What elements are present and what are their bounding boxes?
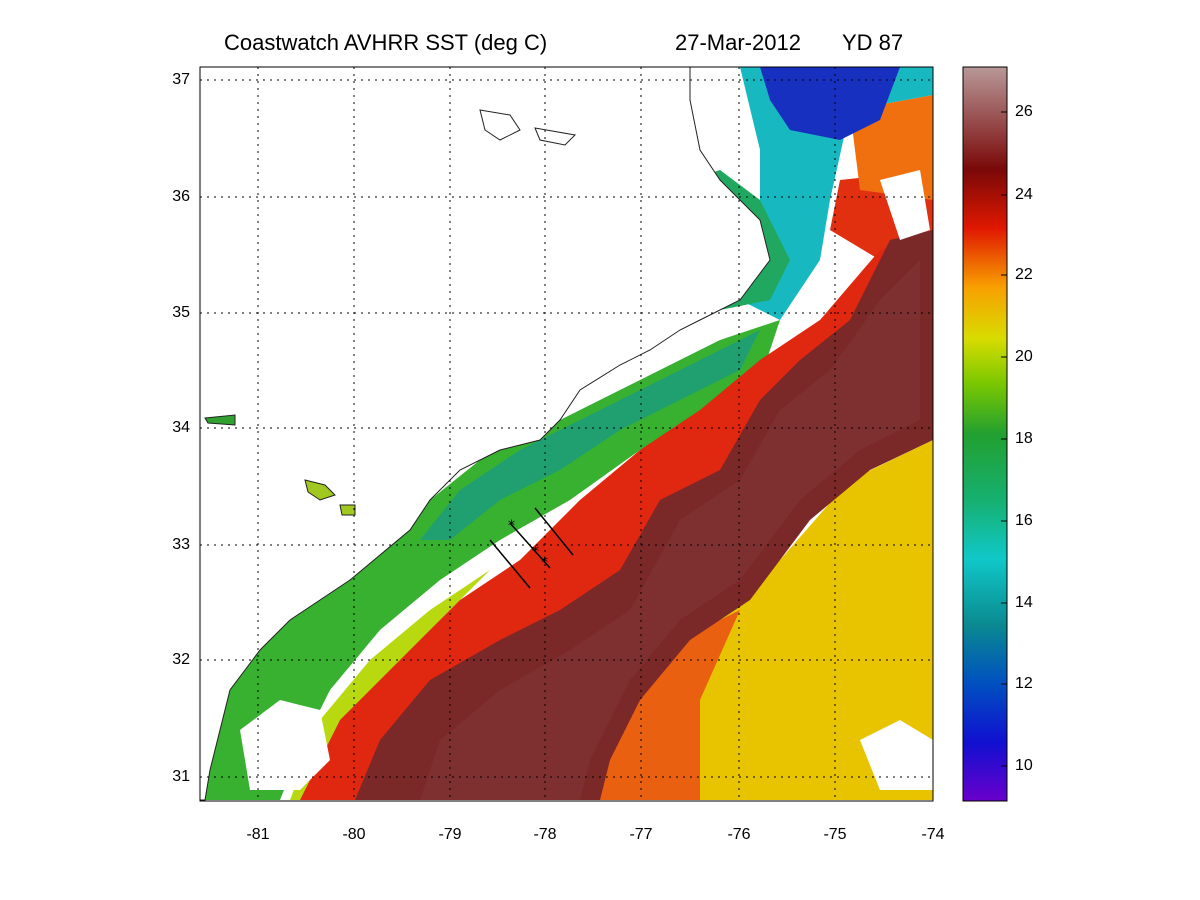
colorbar-label-26: 26: [1015, 103, 1033, 120]
station-marker-1: *: [508, 518, 515, 534]
station-marker-2: *: [532, 544, 539, 560]
colorbar-label-12: 12: [1015, 675, 1033, 692]
lat-tick-31: 31: [172, 768, 190, 785]
map-yearday: YD 87: [842, 30, 904, 55]
lat-tick-36: 36: [172, 188, 190, 205]
lake-b: [339, 504, 356, 516]
lon-tick-78: -78: [533, 826, 557, 843]
lat-tick-34: 34: [172, 419, 190, 436]
colorbar-ticks: [1001, 111, 1007, 767]
lon-tick-75: -75: [823, 826, 847, 843]
gulf-stream-front: [300, 230, 933, 800]
estuary-b: [534, 127, 577, 146]
coldest-water: [760, 67, 900, 140]
lake-a: [304, 479, 336, 501]
map-frame: [199, 66, 934, 802]
transect-lines: [489, 507, 574, 589]
gulf-stream-core: [355, 230, 933, 800]
colorbar-label-18: 18: [1015, 430, 1033, 447]
transect-line-east: [534, 507, 574, 556]
colorbar-label-14: 14: [1015, 594, 1033, 611]
map-date: 27-Mar-2012: [675, 30, 801, 55]
lon-tick-80: -80: [342, 826, 366, 843]
cloud-gap-south: [240, 700, 330, 790]
station-markers: * * *: [508, 518, 548, 571]
colorbar-label-10: 10: [1015, 757, 1033, 774]
lat-tick-37: 37: [172, 71, 190, 88]
lat-lon-grid: [200, 67, 933, 801]
lon-tick-81: -81: [246, 826, 270, 843]
cloud-gap-east: [860, 720, 933, 790]
lat-tick-33: 33: [172, 536, 190, 553]
estuary-a: [479, 109, 521, 141]
lon-tick-79: -79: [438, 826, 462, 843]
lat-tick-35: 35: [172, 304, 190, 321]
shelf-teal-water: [420, 330, 760, 540]
colorbar: [962, 66, 1008, 802]
lake-c: [204, 414, 236, 426]
colorbar-label-22: 22: [1015, 266, 1033, 283]
station-marker-3: *: [541, 555, 548, 571]
map-title: Coastwatch AVHRR SST (deg C): [224, 30, 548, 55]
lon-tick-74: -74: [921, 826, 945, 843]
lat-tick-32: 32: [172, 651, 190, 668]
shelf-green-water: [200, 320, 780, 800]
lon-tick-76: -76: [727, 826, 751, 843]
transect-line-west: [489, 539, 531, 589]
orange-patch: [600, 610, 740, 800]
cloud-gap-ne: [880, 170, 930, 240]
land-mass: [200, 67, 771, 801]
colorbar-label-24: 24: [1015, 186, 1033, 203]
gulf-stream-inner: [420, 260, 920, 800]
colorbar-label-16: 16: [1015, 512, 1033, 529]
lon-tick-77: -77: [629, 826, 653, 843]
transect-line-mid: [509, 522, 551, 569]
colorbar-label-20: 20: [1015, 348, 1033, 365]
